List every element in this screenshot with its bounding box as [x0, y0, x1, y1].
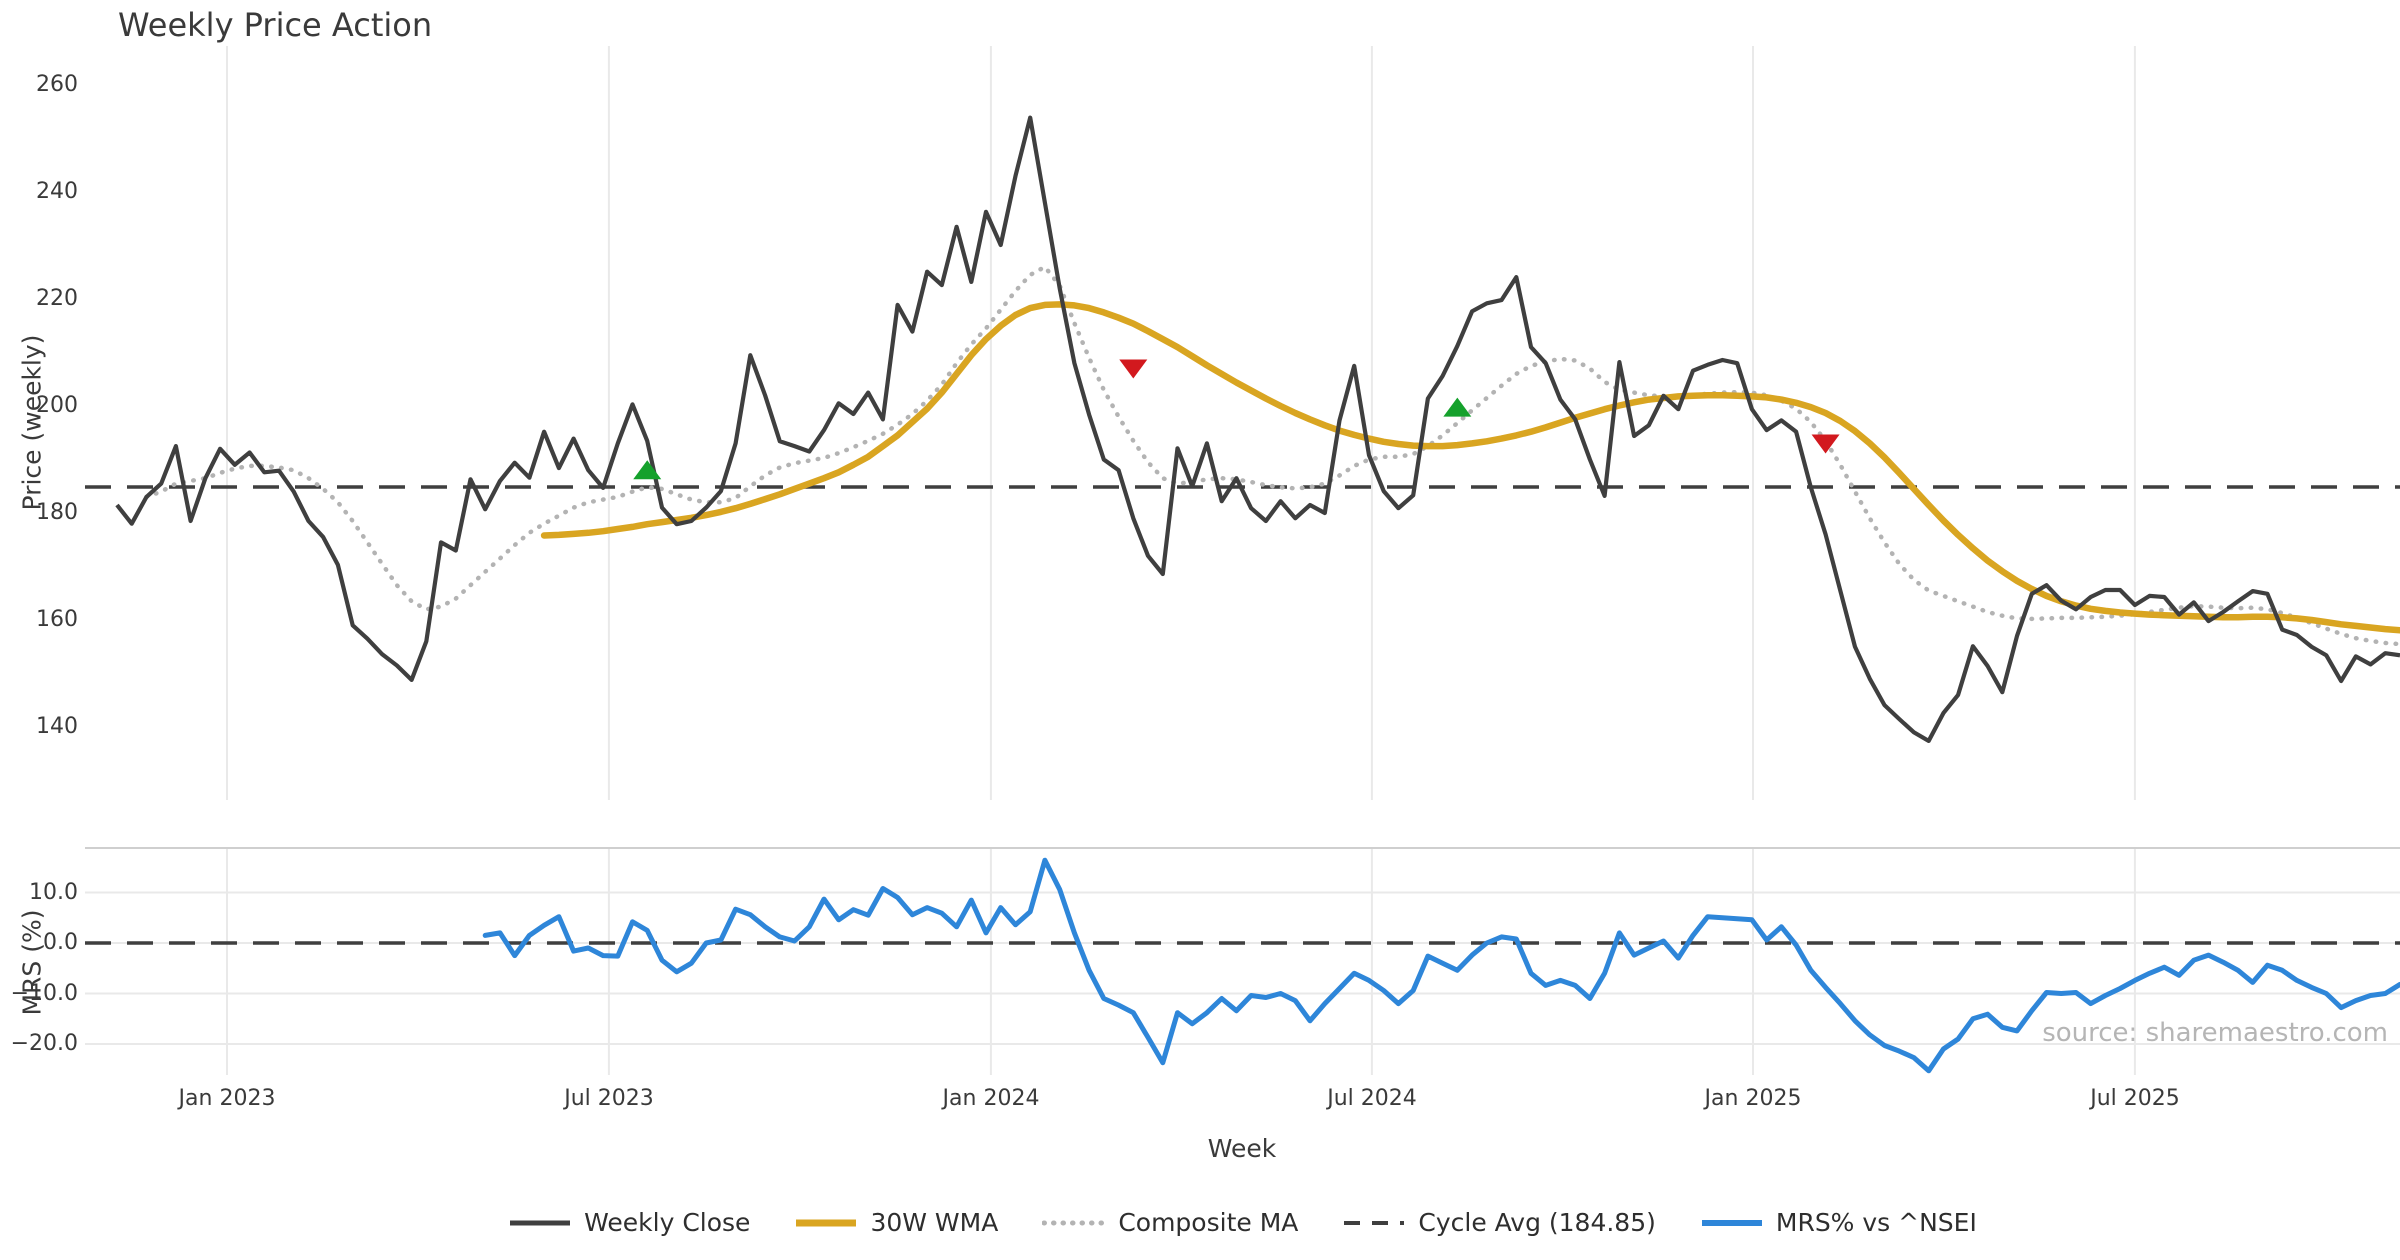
- wma-30w-line: [540, 301, 2400, 634]
- mrs-axis-label: MRS (%): [17, 909, 47, 1016]
- mrs-tick-label: −20.0: [10, 1031, 78, 1056]
- x-tick-label: Jan 2025: [1704, 1086, 1802, 1111]
- mrs-tick-label: −10.0: [10, 981, 78, 1006]
- price-tick-label: 220: [36, 286, 78, 311]
- x-tick-label: Jan 2023: [178, 1086, 276, 1111]
- legend-swatch-dashed: [1344, 1220, 1405, 1225]
- sell-signal-marker: [1119, 359, 1148, 379]
- mrs-line: [482, 857, 2400, 1074]
- legend-item: Weekly Close: [508, 1208, 750, 1237]
- legend-item: 30W WMA: [794, 1208, 998, 1237]
- price-tick-label: 240: [36, 179, 78, 204]
- composite-ma-line: [144, 264, 2400, 647]
- x-tick-label: Jul 2023: [564, 1086, 654, 1111]
- legend-swatch-dotted: [1042, 1220, 1107, 1225]
- buy-signal-marker: [633, 460, 662, 480]
- mrs-tick-label: 10.0: [29, 880, 78, 905]
- legend-label: Cycle Avg (184.85): [1418, 1208, 1656, 1237]
- legend-swatch-solid: [1701, 1219, 1762, 1226]
- weekly-close-line: [115, 115, 2400, 744]
- legend-item: Cycle Avg (184.85): [1342, 1208, 1656, 1237]
- sell-signal-marker: [1811, 434, 1840, 454]
- price-tick-label: 160: [36, 607, 78, 632]
- x-tick-label: Jul 2025: [2090, 1086, 2180, 1111]
- x-axis-label: Week: [1207, 1134, 1277, 1163]
- legend-item: Composite MA: [1042, 1208, 1298, 1237]
- x-tick-label: Jul 2024: [1327, 1086, 1417, 1111]
- price-tick-label: 260: [36, 72, 78, 97]
- legend-swatch-solid: [796, 1219, 857, 1226]
- legend-label: 30W WMA: [870, 1208, 999, 1237]
- chart-title: Weekly Price Action: [118, 6, 433, 44]
- price-tick-label: 200: [36, 393, 78, 418]
- legend-label: MRS% vs ^NSEI: [1775, 1208, 1977, 1237]
- legend-label: Composite MA: [1118, 1208, 1299, 1237]
- price-tick-label: 180: [36, 500, 78, 525]
- legend-label: Weekly Close: [584, 1208, 751, 1237]
- legend-swatch-solid: [510, 1220, 571, 1225]
- price-tick-label: 140: [36, 714, 78, 739]
- x-tick-label: Jan 2024: [942, 1086, 1040, 1111]
- watermark: source: sharemaestro.com: [2042, 1018, 2388, 1048]
- chart-legend: Weekly Close 30W WMA Composite MA Cycle Avg…: [85, 1208, 2400, 1237]
- legend-item: MRS% vs ^NSEI: [1700, 1208, 1977, 1237]
- buy-signal-marker: [1443, 397, 1472, 417]
- mrs-tick-label: 0.0: [43, 930, 78, 955]
